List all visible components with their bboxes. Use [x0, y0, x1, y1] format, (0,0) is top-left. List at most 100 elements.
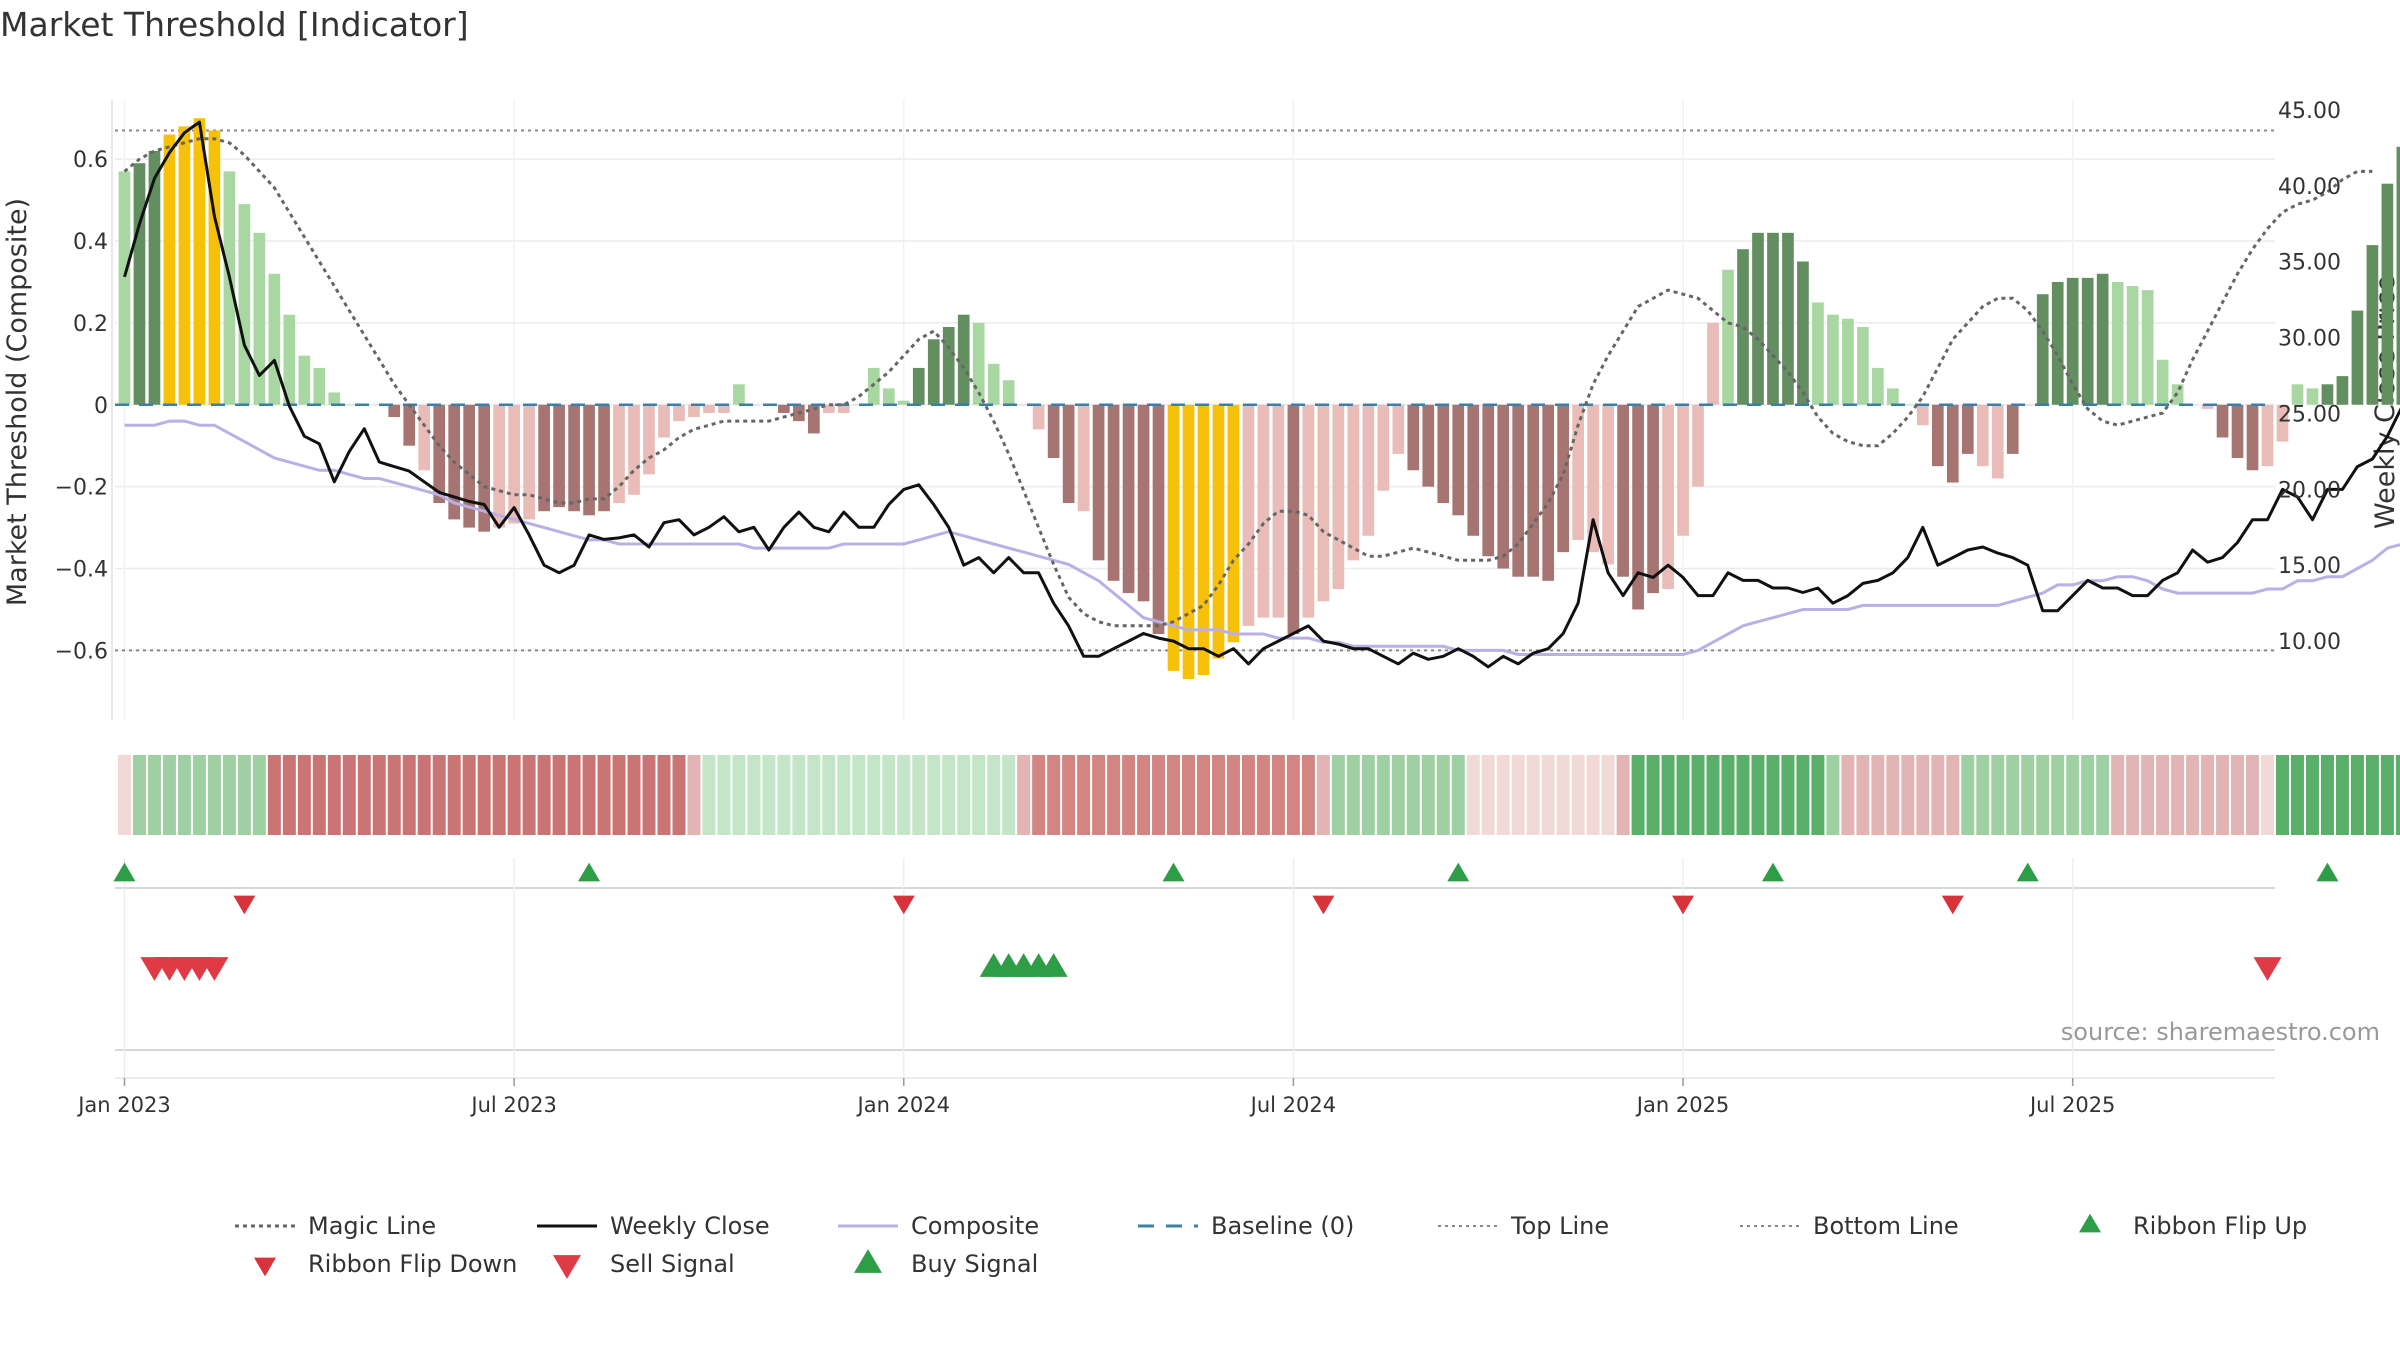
- sell-signal-markers: [140, 957, 2282, 981]
- composite-series: [124, 419, 2400, 656]
- ribbon-cell: [1047, 755, 1061, 835]
- histogram-bar: [1497, 404, 1510, 569]
- histogram-bar: [2231, 404, 2244, 458]
- ribbon-flip-up-marker: [113, 862, 136, 882]
- ribbon-cell: [462, 755, 476, 835]
- ribbon-cell: [1811, 755, 1825, 835]
- left-tick-label: 0.4: [73, 230, 108, 255]
- ribbon-cell: [1241, 755, 1255, 835]
- ribbon-cell: [657, 755, 671, 835]
- ribbon-cell: [867, 755, 881, 835]
- ribbon-cell: [1346, 755, 1360, 835]
- ribbon-cell: [1601, 755, 1615, 835]
- legend-item: Buy Signal: [854, 1249, 1038, 1278]
- buy-signal-marker: [1039, 953, 1068, 977]
- right-tick-label: 10.00: [2278, 630, 2341, 655]
- histogram-bar: [658, 404, 670, 438]
- histogram-bar: [673, 404, 685, 422]
- histogram-bar: [718, 404, 730, 413]
- left-tick-label: −0.6: [55, 639, 108, 664]
- ribbon-cell: [537, 755, 551, 835]
- ribbon-cell: [1376, 755, 1390, 835]
- ribbon-cell: [1092, 755, 1106, 835]
- histogram-bar: [1437, 404, 1450, 504]
- ribbon-cell: [762, 755, 776, 835]
- histogram-bar: [1857, 326, 1869, 405]
- ribbon-cell: [642, 755, 656, 835]
- ribbon-cell: [1976, 755, 1990, 835]
- ribbon-cell: [1137, 755, 1151, 835]
- ribbon-cell: [1466, 755, 1480, 835]
- legend-item: Sell Signal: [553, 1250, 735, 1279]
- legend-item: Top Line: [1438, 1212, 1609, 1240]
- ribbon-cell: [2141, 755, 2155, 835]
- composite-line: [124, 419, 2400, 656]
- ribbon-cell: [1451, 755, 1465, 835]
- ribbon-cell: [447, 755, 461, 835]
- ribbon-cell: [2335, 755, 2349, 835]
- histogram-bar: [1916, 404, 1929, 426]
- histogram-bar: [613, 404, 625, 504]
- ribbon-cell: [492, 755, 506, 835]
- histogram-bar: [972, 322, 985, 405]
- histogram-bar: [463, 404, 476, 528]
- histogram-bar: [238, 204, 251, 405]
- histogram-bar: [2396, 146, 2400, 405]
- ribbon-cell: [852, 755, 866, 835]
- histogram-bar: [1002, 380, 1015, 405]
- ribbon-cell: [1691, 755, 1705, 835]
- histogram-bar: [343, 404, 356, 406]
- x-tick-label: Jan 2025: [1635, 1093, 1730, 1117]
- ribbon-cell: [1002, 755, 1016, 835]
- histogram-bar: [927, 339, 940, 405]
- histogram-bar: [1722, 269, 1734, 405]
- ribbon-cell: [1271, 755, 1285, 835]
- histogram-bar: [837, 404, 850, 413]
- source-note: source: sharemaestro.com: [2061, 1018, 2380, 1046]
- histogram-bar: [1017, 404, 1030, 406]
- ribbon-cell: [627, 755, 641, 835]
- histogram-bar: [942, 326, 955, 405]
- histogram-bar: [822, 404, 835, 413]
- ribbon-cell: [567, 755, 581, 835]
- ribbon-cell: [2111, 755, 2125, 835]
- ribbon-cell: [807, 755, 821, 835]
- histogram-bar: [1572, 404, 1584, 540]
- ribbon-cell: [1676, 755, 1690, 835]
- histogram-bar: [148, 150, 161, 405]
- histogram-bar: [1422, 404, 1435, 487]
- ribbon-cell: [1961, 755, 1975, 835]
- histogram-bar: [133, 163, 146, 405]
- histogram-bar: [418, 404, 431, 471]
- ribbon-cell: [1571, 755, 1585, 835]
- ribbon-cell: [972, 755, 986, 835]
- histogram-bar: [1887, 388, 1899, 405]
- ribbon-flip-down-marker: [233, 895, 256, 915]
- ribbon-flip-down-marker: [1941, 895, 1964, 915]
- histogram-bar: [957, 314, 970, 405]
- histogram-bar: [1767, 232, 1779, 405]
- x-axis-ticks: Jan 2023 Jul 2023 Jan 2024 Jul 2024 Jan 2025…: [76, 1078, 2115, 1117]
- histogram-bar: [553, 404, 565, 508]
- histogram-bar: [912, 367, 925, 405]
- histogram-bar: [2066, 277, 2079, 405]
- histogram-bar: [178, 126, 191, 405]
- ribbon-cell: [597, 755, 611, 835]
- ribbon-cell: [2186, 755, 2200, 835]
- right-tick-label: 20.00: [2278, 478, 2341, 503]
- histogram-bar: [1752, 232, 1764, 405]
- histogram-bar: [2291, 384, 2304, 405]
- ribbon-cell: [1062, 755, 1076, 835]
- histogram-bar: [882, 388, 895, 405]
- ribbon-flip-up-marker: [1447, 862, 1470, 882]
- chart-title: Market Threshold [Indicator]: [0, 5, 469, 44]
- ribbon-cell: [2350, 755, 2364, 835]
- composite-histogram: [118, 118, 2400, 680]
- histogram-bar: [2306, 388, 2319, 405]
- left-axis-ticks: 0.6 0.4 0.2 0 −0.2 −0.4 −0.6: [55, 148, 108, 664]
- histogram-bar: [1032, 404, 1045, 430]
- ribbon-cell: [1736, 755, 1750, 835]
- x-tick-label: Jul 2023: [469, 1093, 556, 1117]
- ribbon-cell: [1316, 755, 1330, 835]
